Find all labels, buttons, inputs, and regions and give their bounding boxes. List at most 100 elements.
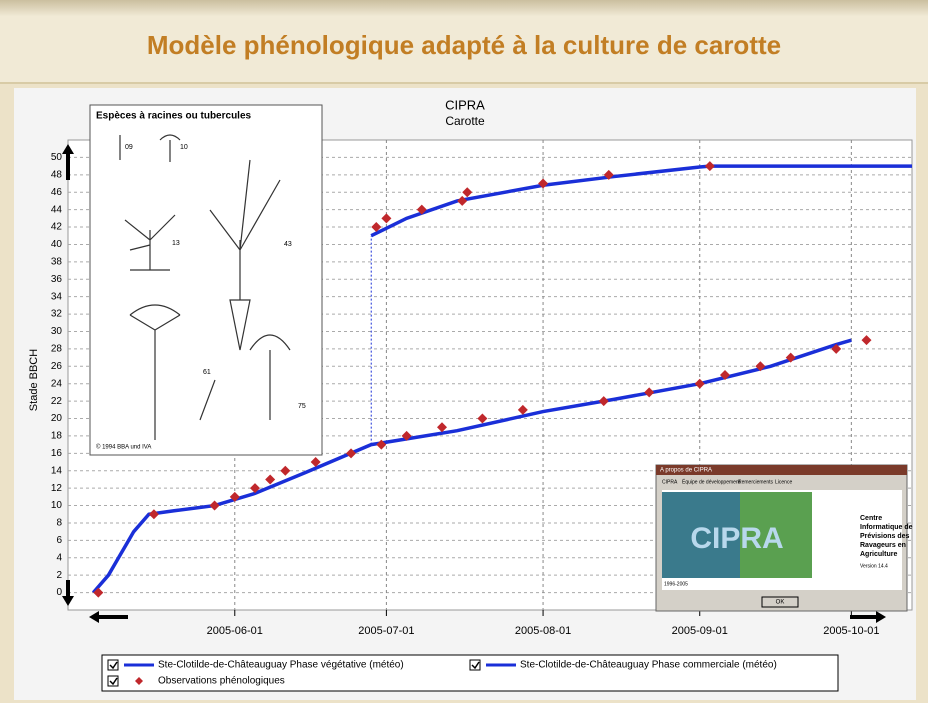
y-axis-label: Stade BBCH: [28, 349, 40, 411]
stage-label: 09: [125, 144, 133, 151]
legend-label: Observations phénologiques: [158, 676, 285, 687]
illustration-inset: Espèces à racines ou tubercules 09 10 13…: [89, 104, 323, 456]
observation: [209, 500, 220, 511]
y-tick-label: 32: [51, 309, 63, 320]
legend-checkbox: [107, 659, 119, 671]
observation: [416, 204, 427, 215]
version: Version 14.4: [860, 563, 888, 569]
y-tick-label: 30: [51, 326, 63, 337]
observation: [371, 222, 382, 233]
legend-label: Ste-Clotilde-de-Châteauguay Phase végéta…: [158, 660, 404, 671]
observation: [148, 509, 159, 520]
legend-check: [109, 661, 118, 670]
ok-label: OK: [776, 600, 785, 606]
y-tick-label: 22: [51, 396, 63, 407]
legend-check: [471, 661, 480, 670]
y-tick-label: 24: [51, 378, 63, 389]
observation: [538, 178, 549, 189]
stage-label: 61: [203, 369, 211, 376]
y-tick-label: 0: [56, 587, 62, 598]
inset-title: Espèces à racines ou tubercules: [96, 111, 252, 122]
tab: CIPRA: [662, 479, 678, 485]
org-line: Prévisions des: [860, 533, 910, 540]
y-tick-label: 18: [51, 431, 63, 442]
observation: [376, 439, 387, 450]
axis-arrows: [62, 144, 886, 623]
y-tick-label: 36: [51, 274, 63, 285]
y-tick-label: 44: [51, 204, 63, 215]
legend-checkbox: [107, 675, 119, 687]
observation: [603, 169, 614, 180]
y-tick-label: 4: [56, 552, 62, 563]
tab: Équipe de développement: [682, 478, 741, 485]
years: 1996-2005: [664, 581, 688, 587]
copyright: © 1994 BBA und IVA: [96, 444, 151, 451]
ok-button[interactable]: [761, 596, 799, 608]
y-tick-label: 28: [51, 344, 63, 355]
x-tick-label: 2005-06-01: [207, 625, 263, 637]
about-window: A propos de CIPRA CIPRA Équipe de dévelo…: [655, 464, 913, 612]
y-tick-label: 34: [51, 291, 63, 302]
observation: [704, 161, 715, 172]
x-tick-label: 2005-10-01: [823, 625, 879, 637]
stage-label: 43: [284, 241, 292, 248]
org-line: Agriculture: [860, 551, 897, 558]
legend-label: Ste-Clotilde-de-Châteauguay Phase commer…: [520, 660, 777, 671]
org-line: Centre: [860, 515, 882, 522]
y-tick-label: 42: [51, 222, 63, 233]
y-tick-label: 40: [51, 239, 63, 250]
x-tick-label: 2005-08-01: [515, 625, 571, 637]
observation: [477, 413, 488, 424]
y-tick-label: 12: [51, 483, 63, 494]
tab: Licence: [775, 479, 792, 485]
logo: CIPRA: [690, 522, 783, 555]
observation: [346, 448, 357, 459]
y-tick-label: 50: [51, 152, 63, 163]
stage-label: 75: [298, 403, 306, 410]
y-tick-label: 46: [51, 187, 63, 198]
observation: [401, 430, 412, 441]
observation: [861, 335, 872, 346]
observation: [694, 378, 705, 389]
chart-subtitle: Carotte: [445, 114, 485, 128]
y-tick-label: 2: [56, 570, 62, 581]
y-tick-label: 14: [51, 465, 63, 476]
observation: [249, 483, 260, 494]
legend-check: [109, 677, 118, 686]
stage-label: 13: [172, 240, 180, 247]
observation: [93, 587, 104, 598]
observation: [229, 491, 240, 502]
observation: [598, 396, 609, 407]
window-title: A propos de CIPRA: [660, 468, 712, 474]
x-tick-label: 2005-09-01: [672, 625, 728, 637]
stage-label: 10: [180, 144, 188, 151]
observation: [720, 370, 731, 380]
y-tick-label: 38: [51, 256, 63, 267]
y-tick-label: 6: [56, 535, 62, 546]
y-tick-label: 20: [51, 413, 63, 424]
observation: [785, 352, 796, 363]
observation: [831, 343, 842, 354]
slide-title: Modèle phénologique adapté à la culture …: [146, 30, 782, 60]
observation: [310, 457, 321, 468]
y-tick-label: 16: [51, 448, 63, 459]
org-line: Ravageurs en: [860, 542, 906, 549]
x-tick-label: 2005-07-01: [358, 625, 414, 637]
y-tick-label: 48: [51, 169, 63, 180]
observation: [644, 387, 655, 398]
observation: [517, 404, 528, 415]
observation: [436, 422, 447, 433]
observation: [280, 465, 291, 476]
legend-checkbox: [469, 659, 481, 671]
legend-swatch: [135, 677, 143, 685]
observation: [457, 195, 468, 206]
observation: [755, 361, 766, 372]
y-tick-label: 10: [51, 500, 63, 511]
observation: [462, 187, 473, 198]
banner: Modèle phénologique adapté à la culture …: [0, 0, 928, 84]
tab: Remerciements: [738, 479, 774, 485]
observation: [381, 213, 392, 224]
y-tick-label: 26: [51, 361, 63, 372]
